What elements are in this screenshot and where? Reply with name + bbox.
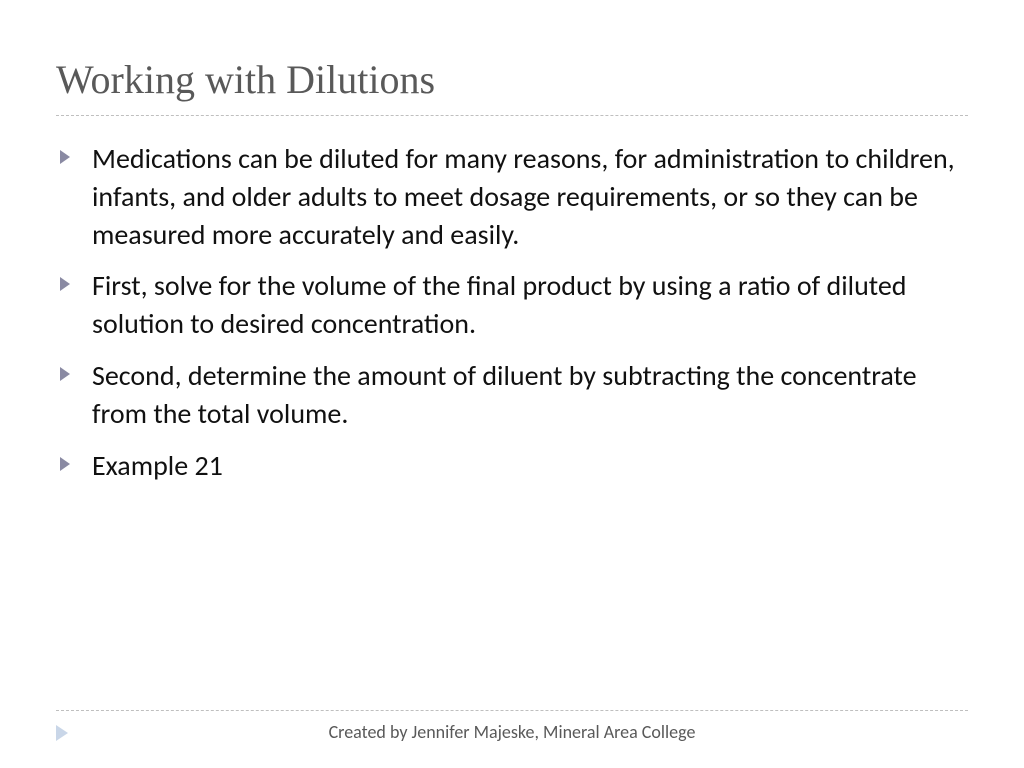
bullet-list: Medications can be diluted for many reas… bbox=[56, 140, 968, 484]
bullet-item: Medications can be diluted for many reas… bbox=[56, 140, 968, 253]
bullet-marker-icon bbox=[60, 277, 70, 291]
slide: Working with Dilutions Medications can b… bbox=[0, 0, 1024, 768]
slide-title: Working with Dilutions bbox=[56, 56, 968, 116]
bullet-marker-icon bbox=[60, 150, 70, 164]
bullet-marker-icon bbox=[60, 367, 70, 381]
bullet-item: First, solve for the volume of the final… bbox=[56, 267, 968, 343]
footer-marker-icon bbox=[56, 725, 68, 741]
bullet-marker-icon bbox=[60, 457, 70, 471]
bullet-text: Medications can be diluted for many reas… bbox=[92, 141, 955, 252]
footer-credit: Created by Jennifer Majeske, Mineral Are… bbox=[329, 721, 696, 744]
bullet-item: Example 21 bbox=[56, 447, 968, 485]
slide-footer: Created by Jennifer Majeske, Mineral Are… bbox=[56, 710, 968, 744]
bullet-text: First, solve for the volume of the final… bbox=[92, 268, 907, 341]
bullet-text: Second, determine the amount of diluent … bbox=[92, 358, 917, 431]
bullet-text: Example 21 bbox=[92, 448, 223, 483]
bullet-item: Second, determine the amount of diluent … bbox=[56, 357, 968, 433]
